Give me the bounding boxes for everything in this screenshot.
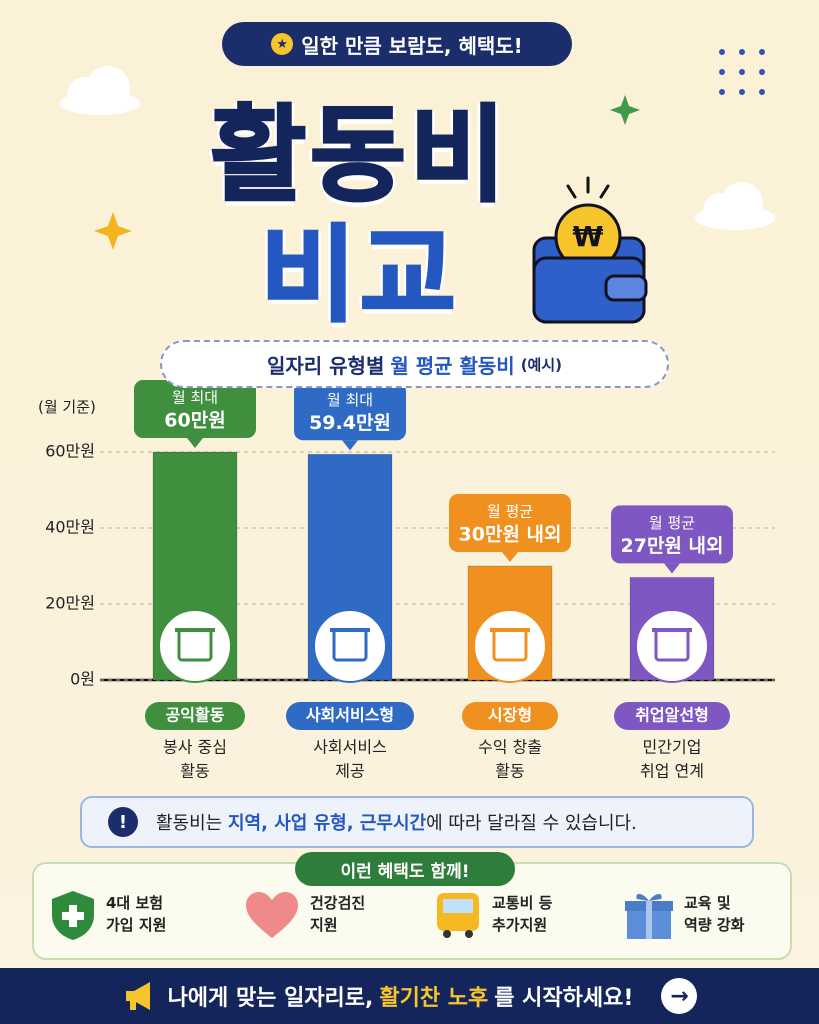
bar-icon [313, 609, 387, 683]
callout [294, 382, 406, 441]
megaphone-icon [125, 982, 150, 1010]
y-tick-label: 20만원 [45, 594, 95, 613]
main-title: 활동비 [209, 93, 510, 218]
benefit-icon [437, 893, 479, 938]
y-tick-label: 60만원 [45, 442, 95, 461]
category-pill [145, 702, 245, 730]
callout [134, 380, 256, 438]
bar-icon [158, 609, 232, 683]
benefit-text: 건강검진 [310, 894, 366, 913]
svg-text:₩: ₩ [573, 220, 604, 253]
notice-icon: ! [108, 807, 138, 837]
benefit-text: 4대 보험 [106, 894, 164, 913]
category-pill [462, 702, 558, 730]
category-description: 활동 [495, 762, 524, 781]
x-tick-label: 공익활동 [166, 706, 225, 725]
category-description: 사회서비스 [313, 738, 387, 757]
notice-text: 활동비는 [156, 813, 223, 834]
chart-title: 일자리 유형별 월 평균 활동비 (예시) [160, 340, 669, 388]
title-part: 일자리 유형별 [266, 353, 385, 378]
callout [449, 494, 571, 552]
y-tick-label: 40만원 [45, 518, 95, 537]
unit-label: (월 기준) [38, 398, 96, 416]
benefit-icon [246, 892, 298, 938]
benefit-text: 역량 강화 [684, 916, 745, 934]
footer-text: 를 시작하세요! [494, 986, 634, 1011]
x-tick-label: 사회서비스형 [306, 706, 394, 725]
notice-highlight: 지역, 사업 유형, 근무시간 [227, 813, 427, 834]
title-part: (예시) [520, 355, 562, 374]
benefit-text: 교육 및 [684, 894, 731, 913]
callout-note: 월 최대 [327, 391, 373, 409]
star-icon: ★ [271, 33, 294, 55]
value-label: 27만원 내외 [621, 535, 724, 557]
callout-note: 월 최대 [172, 389, 218, 407]
callout-note: 월 평균 [649, 514, 695, 532]
decoration: ₩ [60, 49, 775, 324]
category-description: 취업 연계 [640, 762, 704, 781]
bar-icon [635, 609, 709, 683]
y-tick-label: 0원 [70, 670, 95, 689]
notice-text: 에 따라 달라질 수 있습니다. [426, 813, 637, 834]
badge: ★ 일한 만큼 보람도, 혜택도! [222, 22, 572, 66]
callout-pointer [502, 552, 518, 562]
footer-text: 나에게 맞는 일자리로, [167, 986, 374, 1011]
category-description: 제공 [335, 762, 364, 781]
benefit-text: 가입 지원 [106, 916, 167, 934]
category-description: 활동 [180, 762, 209, 781]
footer-highlight: 활기찬 노후 [379, 986, 489, 1011]
bar-icon [473, 609, 547, 683]
category-pill [286, 702, 414, 730]
value-label: 59.4만원 [309, 412, 391, 434]
title-part: 월 평균 활동비 [390, 353, 515, 378]
benefit-text: 교통비 등 [492, 894, 553, 913]
benefits-title: 이런 혜택도 함께! [295, 852, 515, 886]
category-description: 봉사 중심 [163, 738, 227, 757]
arrow-button[interactable]: → [661, 978, 698, 1014]
callout-note: 월 평균 [487, 503, 533, 521]
value-label: 30만원 내외 [459, 524, 562, 546]
notice: ! 활동비는 지역, 사업 유형, 근무시간 에 따라 달라질 수 있습니다. [80, 796, 754, 848]
callout [611, 505, 733, 564]
main-title: 비교 [259, 213, 460, 338]
value-label: 60만원 [164, 410, 225, 432]
callout-pointer [187, 438, 203, 448]
badge-text: 일한 만큼 보람도, 혜택도! [301, 33, 523, 58]
category-description: 민간기업 [643, 738, 702, 757]
x-tick-label: 취업알선형 [635, 706, 709, 725]
callout-pointer [342, 440, 358, 451]
benefit-text: 추가지원 [492, 916, 548, 934]
benefit-text: 지원 [310, 916, 338, 934]
footer: 나에게 맞는 일자리로, 활기찬 노후 를 시작하세요! → [0, 968, 819, 1024]
benefit-icon [52, 891, 94, 940]
callout-pointer [664, 563, 680, 574]
x-tick-label: 시장형 [488, 706, 532, 725]
category-description: 수익 창출 [478, 738, 542, 757]
category-pill [614, 702, 730, 730]
benefit-icon [625, 894, 673, 939]
